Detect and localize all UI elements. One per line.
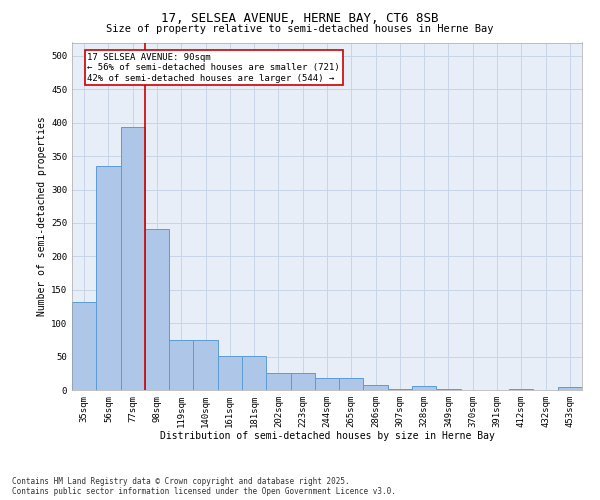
Bar [72, 302, 96, 390]
Text: Size of property relative to semi-detached houses in Herne Bay: Size of property relative to semi-detach… [106, 24, 494, 34]
Bar [169, 340, 193, 390]
Bar [193, 340, 218, 390]
Bar [96, 166, 121, 390]
Bar [412, 386, 436, 390]
Bar [218, 356, 242, 390]
Bar [339, 378, 364, 390]
Text: 17 SELSEA AVENUE: 90sqm
← 56% of semi-detached houses are smaller (721)
42% of s: 17 SELSEA AVENUE: 90sqm ← 56% of semi-de… [88, 53, 340, 82]
Bar [145, 229, 169, 390]
Text: Contains HM Land Registry data © Crown copyright and database right 2025.
Contai: Contains HM Land Registry data © Crown c… [12, 476, 396, 496]
Bar [242, 356, 266, 390]
X-axis label: Distribution of semi-detached houses by size in Herne Bay: Distribution of semi-detached houses by … [160, 432, 494, 442]
Bar [290, 374, 315, 390]
Bar [266, 374, 290, 390]
Text: 17, SELSEA AVENUE, HERNE BAY, CT6 8SB: 17, SELSEA AVENUE, HERNE BAY, CT6 8SB [161, 12, 439, 26]
Bar [364, 384, 388, 390]
Bar [558, 388, 582, 390]
Y-axis label: Number of semi-detached properties: Number of semi-detached properties [37, 116, 47, 316]
Bar [315, 378, 339, 390]
Bar [121, 128, 145, 390]
